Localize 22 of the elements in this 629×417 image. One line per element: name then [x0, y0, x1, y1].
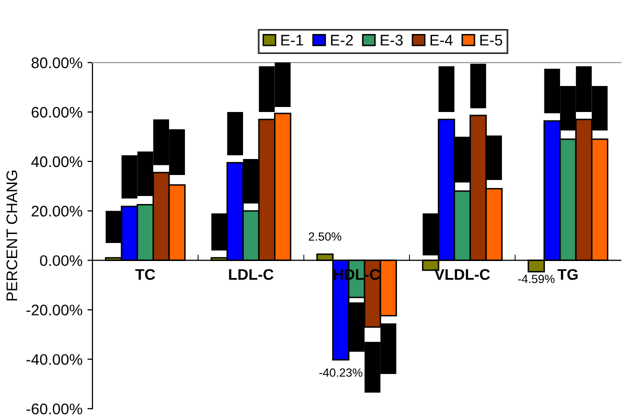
legend-label: E-5	[480, 34, 502, 46]
data-label: 2.50%	[308, 232, 342, 241]
y-tick-label: 20.00%	[32, 206, 82, 217]
data-label: -4.59%	[518, 274, 555, 284]
x-tick-label: HDL-C	[334, 269, 380, 280]
x-tick-label: LDL-C	[229, 269, 274, 280]
y-tick-label: 60.00%	[32, 106, 82, 118]
y-tick-label: 0.00%	[40, 255, 82, 266]
y-axis-title: PERCENT CHANG	[6, 170, 18, 300]
x-tick-label: VLDL-C	[434, 269, 490, 280]
data-label: -40.23%	[319, 368, 362, 377]
y-tick-label: -40.00%	[26, 354, 82, 365]
x-tick-label: TC	[135, 269, 156, 280]
y-tick-label: 40.00%	[31, 156, 82, 168]
y-tick-label: 80.00%	[32, 57, 82, 68]
legend-label: E-4	[430, 34, 453, 46]
legend-label: E-3	[380, 34, 403, 46]
y-tick-label: -60.00%	[26, 404, 82, 414]
x-tick-label: TG	[558, 269, 578, 280]
y-tick-label: -20.00%	[26, 304, 82, 316]
legend-label: E-1	[281, 34, 304, 46]
legend-label: E-2	[331, 34, 353, 46]
